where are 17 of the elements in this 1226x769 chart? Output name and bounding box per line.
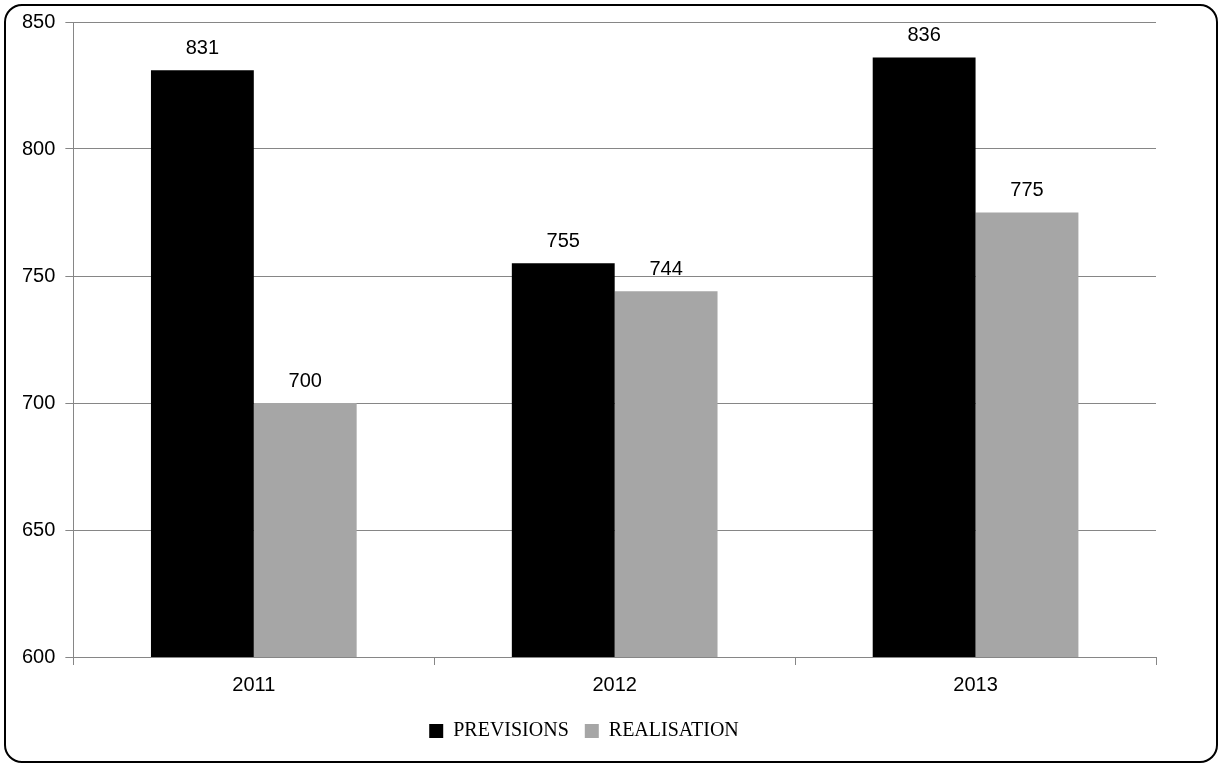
data-label: 831 [185, 35, 220, 58]
data-label: 755 [546, 228, 580, 251]
x-tick-label: 2011 [232, 672, 276, 695]
data-label: 744 [649, 256, 683, 279]
x-tick-label: 2013 [953, 672, 998, 695]
y-tick-label: 850 [21, 9, 56, 32]
y-tick-label: 600 [21, 644, 56, 667]
legend-label: PREVISIONS [453, 718, 569, 741]
y-tick-label: 800 [21, 136, 56, 159]
data-label: 836 [907, 23, 941, 46]
data-label: 775 [1010, 178, 1044, 201]
legend-label: REALISATION [608, 718, 739, 741]
data-label: 700 [288, 368, 322, 391]
x-tick-label: 2012 [592, 672, 637, 695]
y-tick-label: 750 [21, 263, 56, 286]
y-tick-label: 700 [21, 390, 56, 413]
y-tick-label: 650 [21, 517, 56, 540]
